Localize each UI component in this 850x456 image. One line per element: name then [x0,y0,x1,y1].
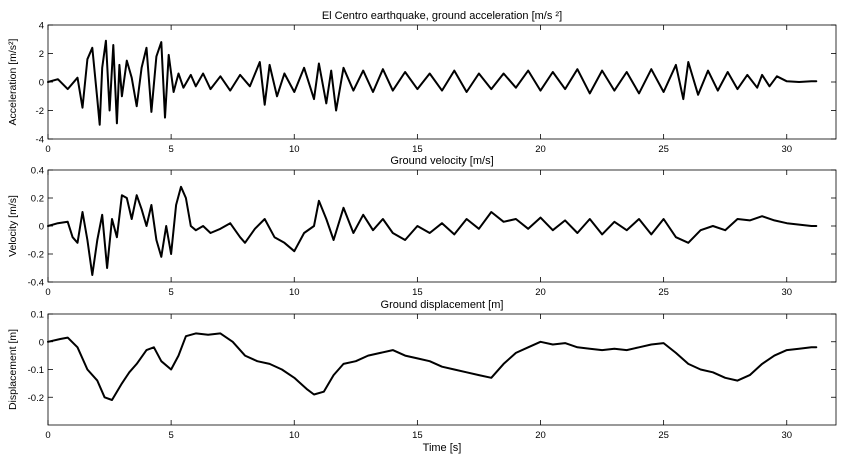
chart-panel-2: 0 5 10 15 20 25 30 -0.4 -0.2 0 0.2 0.4 Ground veloci… [7,155,837,298]
chart-title: Ground velocity [m/s] [390,155,493,167]
x-tick-label: 20 [535,144,546,155]
chart-panel-3: 0 5 10 15 20 25 30 -0.2 -0.1 0 0.1 Ground displacem… [7,299,837,454]
plot-frame [47,313,837,426]
x-tick-label: 30 [781,287,792,298]
y-tick-label: 4 [39,21,44,32]
y-tick-label: 0.1 [31,310,44,321]
x-tick-label: 25 [658,144,669,155]
y-tick-label: -4 [36,135,44,146]
y-tick-label: 0.4 [31,166,44,177]
chart-panel-1: 0 5 10 15 20 25 30 -4 -2 0 2 4 El Centro earthquake,… [7,10,837,155]
x-tick-label: 30 [781,144,792,155]
series-line-1 [47,185,818,276]
x-tick-label: 20 [535,430,546,441]
y-axis-label: Acceleration [m/s²] [7,38,19,125]
series-line-1 [47,39,818,126]
y-tick-label: 0 [39,222,44,233]
x-axis-label: Time [s] [423,442,462,454]
y-tick-label: 2 [39,49,44,60]
series-line-1 [47,332,818,401]
x-tick-label: 0 [45,430,50,441]
x-tick-label: 25 [658,430,669,441]
plot-frame [47,169,837,283]
y-axis-label: Displacement [m] [7,329,19,410]
x-tick-label: 15 [412,430,423,441]
x-tick-label: 5 [168,430,173,441]
plot-frame [47,24,837,140]
chart-title: Ground displacement [m] [381,299,504,311]
x-tick-label: 20 [535,287,546,298]
x-tick-label: 0 [45,287,50,298]
chart-title: El Centro earthquake, ground acceleratio… [322,10,562,22]
x-tick-label: 0 [45,144,50,155]
y-tick-label: -0.1 [28,365,44,376]
x-tick-label: 15 [412,144,423,155]
x-tick-label: 15 [412,287,423,298]
x-tick-label: 5 [168,287,173,298]
x-tick-label: 10 [289,144,300,155]
y-tick-label: -0.4 [28,278,44,289]
x-tick-label: 10 [289,430,300,441]
x-tick-label: 10 [289,287,300,298]
y-tick-label: -2 [36,106,44,117]
y-tick-label: 0 [39,78,44,89]
y-tick-label: -0.2 [28,250,44,261]
y-tick-label: -0.2 [28,393,44,404]
y-tick-label: 0 [39,337,44,348]
y-tick-label: 0.2 [31,194,44,205]
x-tick-label: 5 [168,144,173,155]
x-tick-label: 30 [781,430,792,441]
x-tick-label: 25 [658,287,669,298]
y-axis-label: Velocity [m/s] [7,195,19,257]
